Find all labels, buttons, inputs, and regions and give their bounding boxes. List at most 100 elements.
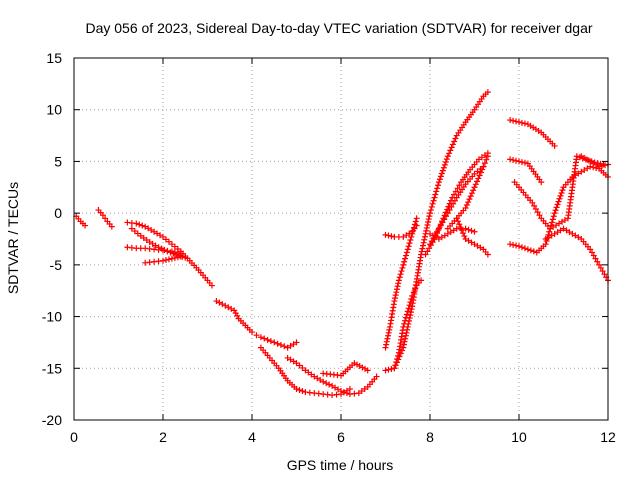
data-point [395, 277, 402, 284]
data-point [480, 163, 487, 170]
data-point [161, 247, 168, 254]
data-point [385, 232, 392, 239]
data-point [536, 212, 543, 219]
y-tick-label: -10 [42, 309, 62, 325]
data-point [430, 197, 437, 204]
data-point [530, 248, 537, 255]
data-point [549, 216, 556, 223]
data-point [393, 286, 400, 293]
series-track-n [391, 277, 425, 372]
data-point [413, 215, 420, 222]
data-point [443, 156, 450, 163]
data-point [507, 241, 514, 248]
data-point [441, 161, 448, 168]
data-point [418, 248, 425, 255]
data-point [596, 163, 603, 170]
y-tick-label: 15 [46, 50, 62, 66]
data-point [383, 338, 390, 345]
data-point [299, 388, 306, 395]
y-tick-label: 5 [54, 153, 62, 169]
data-point [293, 339, 300, 346]
data-point [513, 118, 520, 125]
series-track-w [507, 163, 611, 256]
x-tick-label: 2 [159, 429, 167, 445]
data-point [594, 258, 601, 265]
data-point [382, 367, 389, 374]
data-point [296, 387, 303, 394]
data-point [413, 222, 420, 229]
y-tick-label: -20 [42, 412, 62, 428]
data-point [518, 244, 525, 251]
data-point [521, 245, 528, 252]
y-tick-label: 0 [54, 205, 62, 221]
data-point [553, 204, 560, 211]
y-tick-label: -15 [42, 360, 62, 376]
data-point [338, 388, 344, 395]
data-point [542, 241, 549, 248]
data-point [467, 193, 474, 200]
data-point [437, 173, 444, 180]
data-point [462, 204, 469, 211]
data-point [557, 192, 564, 199]
series-track-y [542, 225, 611, 284]
data-point [444, 210, 451, 217]
series-track-q [427, 163, 487, 248]
data-point [382, 231, 389, 238]
series-track-u [507, 117, 558, 149]
data-point [465, 226, 472, 233]
data-point [102, 215, 109, 222]
data-point [458, 227, 465, 234]
data-point [432, 191, 439, 198]
data-point [419, 245, 426, 252]
data-point [401, 320, 408, 327]
data-point [400, 323, 407, 330]
series-track-m [382, 215, 420, 351]
series-track-v [507, 156, 545, 186]
data-point [412, 218, 419, 225]
data-marks [73, 89, 611, 399]
data-point [167, 249, 174, 256]
data-point [450, 200, 457, 207]
data-point [546, 228, 553, 235]
chart-title: Day 056 of 2023, Sidereal Day-to-day VTE… [85, 20, 592, 36]
x-tick-label: 12 [600, 429, 616, 445]
data-point [527, 247, 534, 254]
data-point [481, 160, 488, 167]
data-point [408, 295, 415, 302]
data-point [271, 339, 278, 346]
series-track-o [382, 222, 420, 240]
data-point [160, 257, 166, 264]
data-point [474, 178, 481, 185]
data-point [399, 264, 406, 271]
data-point [521, 159, 528, 166]
data-point [463, 202, 470, 209]
data-point [513, 242, 520, 249]
data-point [409, 292, 416, 299]
data-point [340, 389, 347, 396]
data-point [441, 216, 448, 223]
x-tick-label: 4 [248, 429, 256, 445]
data-point [257, 334, 264, 341]
data-point [274, 340, 281, 347]
data-point [402, 314, 409, 321]
data-point [402, 335, 409, 342]
data-point [548, 219, 555, 226]
data-point [400, 344, 407, 351]
data-point [434, 228, 441, 235]
data-point [454, 185, 461, 192]
y-tick-label: 10 [46, 102, 62, 118]
data-point [99, 212, 106, 219]
data-point [397, 271, 404, 278]
data-point [602, 162, 609, 169]
data-point [136, 221, 143, 228]
data-point [385, 332, 392, 339]
data-point [395, 280, 402, 287]
data-point [400, 261, 407, 268]
data-point [165, 256, 172, 263]
data-point [401, 258, 408, 265]
data-point [534, 209, 541, 216]
data-point [82, 222, 89, 229]
data-point [253, 332, 260, 339]
data-point [443, 213, 450, 220]
data-point [435, 225, 442, 232]
